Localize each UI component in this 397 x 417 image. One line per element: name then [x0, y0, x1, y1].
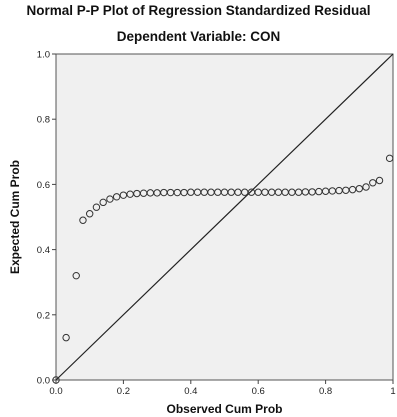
- data-point: [355, 184, 363, 193]
- data-point: [369, 179, 377, 187]
- data-point: [72, 271, 80, 280]
- data-point: [362, 183, 370, 191]
- x-tick-label: 0.4: [184, 386, 197, 397]
- data-point: [79, 216, 87, 224]
- y-tick-label: 0.8: [37, 115, 50, 126]
- data-point: [385, 154, 394, 163]
- data-point: [112, 193, 121, 201]
- data-point: [99, 198, 107, 207]
- y-tick-label: 0.2: [37, 310, 50, 321]
- reference-line: [55, 53, 394, 381]
- data-point: [92, 203, 101, 211]
- x-axis-label: Observed Cum Prob: [166, 402, 282, 416]
- data-point: [62, 333, 70, 342]
- y-axis-label: Expected Cum Prob: [8, 160, 22, 274]
- chart-title: Normal P-P Plot of Regression Standardiz…: [26, 3, 371, 18]
- y-tick-label: 0.4: [37, 245, 50, 256]
- y-tick-label: 0.0: [37, 376, 50, 387]
- data-point: [86, 210, 94, 218]
- x-tick-label: 0.0: [49, 386, 62, 397]
- x-tick-label: 0.6: [252, 386, 265, 397]
- y-tick-label: 1.0: [37, 50, 50, 61]
- x-tick-label: 1: [390, 386, 395, 397]
- x-tick-label: 0.2: [117, 386, 130, 397]
- x-tick-label: 0.8: [319, 386, 332, 397]
- chart-subtitle: Dependent Variable: CON: [116, 29, 281, 44]
- data-point: [106, 195, 114, 203]
- y-tick-label: 0.6: [37, 180, 50, 191]
- data-point: [375, 176, 384, 185]
